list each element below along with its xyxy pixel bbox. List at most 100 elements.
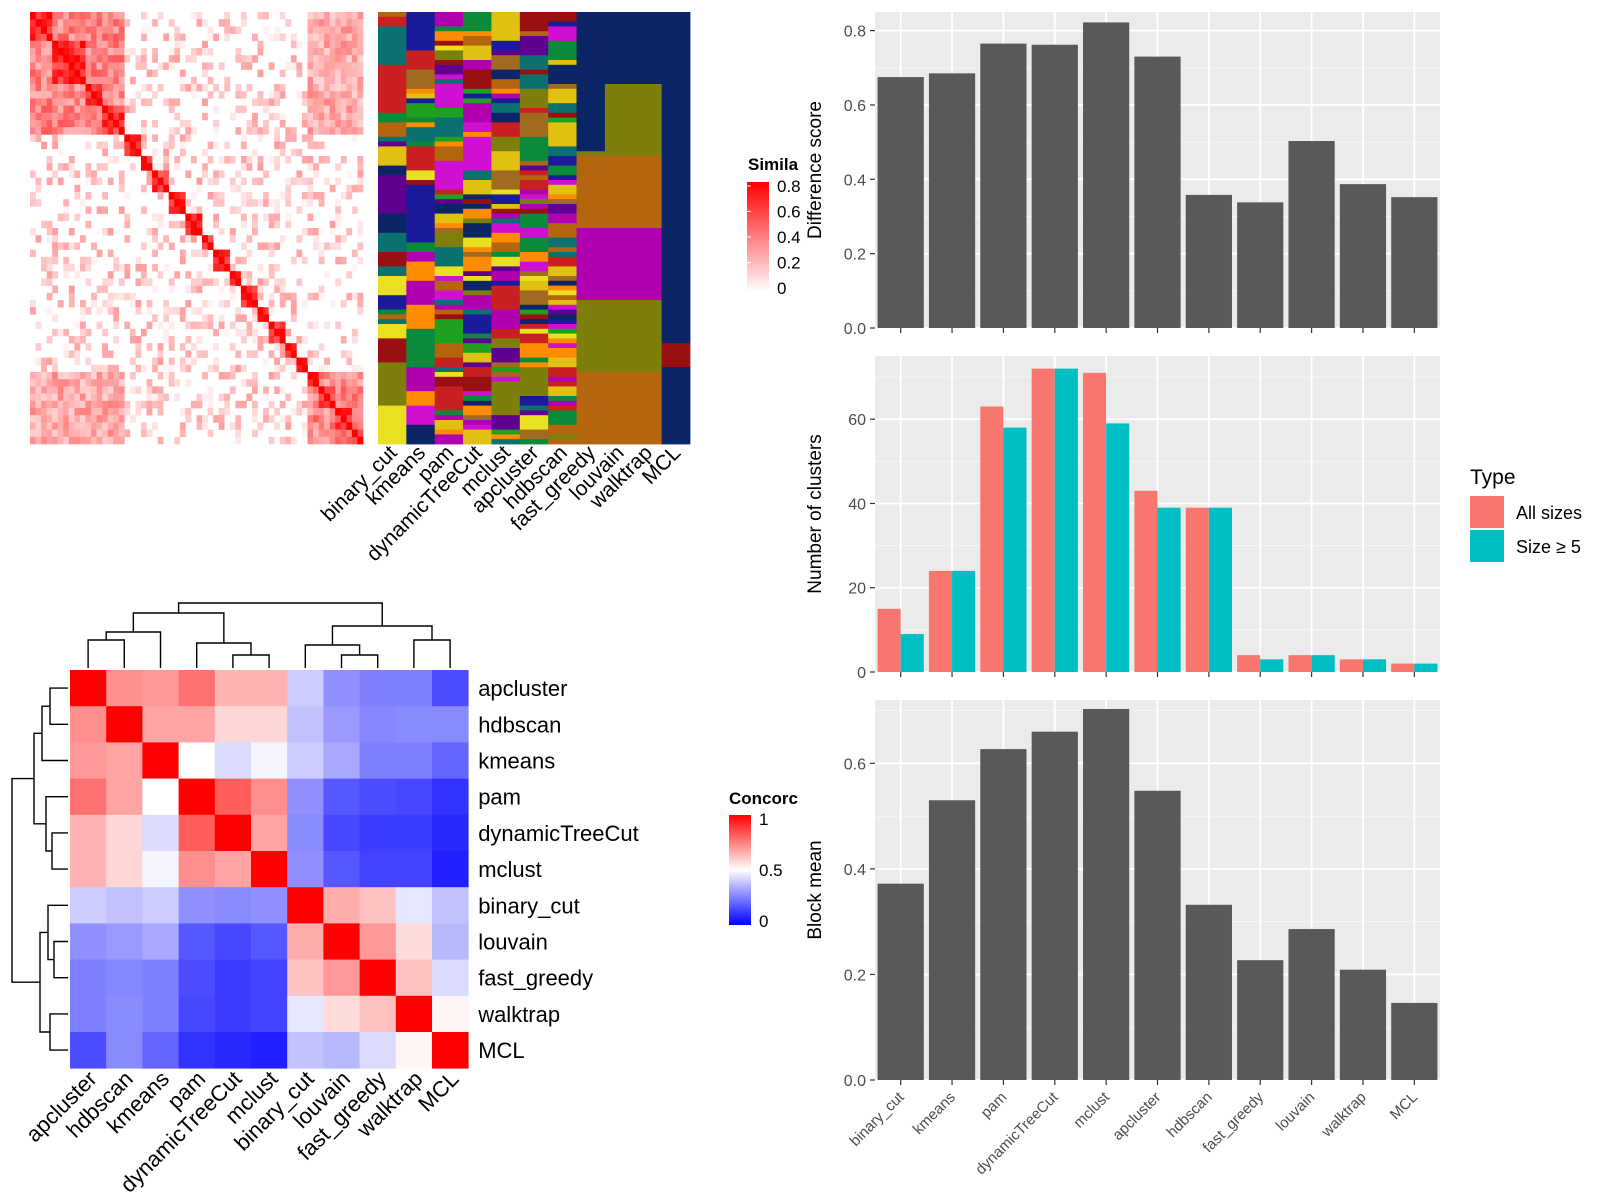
membership-cell [576,319,606,325]
similarity-cell [179,429,186,438]
similarity-cell [174,220,181,229]
membership-cell [548,391,577,397]
similarity-cell [74,400,81,409]
membership-cell [661,348,691,354]
concordance-cell [359,706,397,743]
concordance-row-label: MCL [478,1038,524,1063]
similarity-cell [285,192,292,200]
similarity-cell [74,98,81,106]
similarity-cell [152,314,158,322]
similarity-cell [46,386,53,394]
similarity-cell [107,48,114,56]
similarity-cell [240,314,247,322]
similarity-cell [307,141,314,150]
membership-cell [604,151,634,157]
similarity-cell [335,112,342,121]
membership-cell [406,45,436,51]
membership-cell [576,352,606,358]
similarity-cell [124,98,131,106]
similarity-cell [135,307,142,315]
similarity-cell [96,69,103,78]
membership-cell [633,175,663,181]
concordance-cell [432,778,469,816]
membership-cell [434,12,464,18]
membership-cell [661,328,691,334]
membership-cell [406,136,436,142]
concordance-row-label: pam [478,785,521,810]
membership-cell [633,45,663,51]
membership-cell [661,40,691,46]
similarity-cell [346,120,353,128]
similarity-cell [346,271,353,279]
membership-cell [576,146,606,152]
membership-cell [576,314,606,320]
similarity-cell [30,300,36,308]
similarity-cell [324,55,330,63]
membership-cell [548,290,577,296]
similarity-cell [96,177,103,186]
similarity-cell [79,12,86,20]
membership-cell [661,108,691,114]
similarity-cell [85,220,92,229]
similarity-cell [318,422,325,430]
similarity-cell [185,199,192,207]
membership-cell [548,122,577,128]
membership-cell [463,429,492,435]
membership-cell [633,381,663,387]
similarity-cell [102,364,108,373]
similarity-cell [257,199,264,207]
similarity-cell [213,120,219,128]
similarity-cell [279,278,286,286]
similarity-cell [30,69,36,78]
similarity-diagonal-cell [124,134,131,142]
membership-cell [576,362,606,368]
similarity-cell [340,336,347,344]
membership-cell [604,324,634,330]
membership-cell [378,184,407,190]
membership-cell [463,36,492,42]
concordance-cell [178,670,216,707]
similarity-cell [113,134,120,142]
similarity-cell [35,12,42,20]
membership-cell [491,88,521,94]
membership-cell [434,98,464,104]
membership-cell [378,84,407,90]
similarity-cell [185,321,192,330]
similarity-cell [96,40,103,49]
membership-cell [463,276,492,282]
similarity-cell [96,48,103,56]
membership-cell [406,300,436,306]
similarity-cell [168,141,175,150]
similarity-cell [102,112,108,121]
similarity-cell [46,76,53,85]
membership-cell [548,88,577,94]
similarity-cell [107,408,114,416]
similarity-cell [329,69,336,78]
membership-cell [548,352,577,358]
similarity-cell [335,105,342,114]
similarity-cell [79,422,86,430]
similarity-cell [141,62,147,70]
similarity-cell [85,19,92,27]
similarity-cell [329,415,336,423]
similarity-cell [107,379,114,387]
similarity-cell [135,343,142,351]
membership-cell [548,276,577,282]
similarity-cell [52,33,59,42]
membership-cell [491,127,521,133]
similarity-cell [63,105,70,114]
concordance-cell [142,887,179,924]
membership-cell [406,434,436,440]
similarity-cell [41,76,47,85]
membership-cell [434,280,464,286]
membership-cell [463,314,492,320]
similarity-cell [340,33,347,42]
membership-cell [491,338,521,344]
similarity-cell [157,84,164,92]
similarity-cell [318,285,325,294]
similarity-cell [35,357,42,366]
similarity-cell [79,120,86,128]
similarity-cell [141,400,147,409]
similarity-cell [313,120,319,128]
membership-cell [378,314,407,320]
